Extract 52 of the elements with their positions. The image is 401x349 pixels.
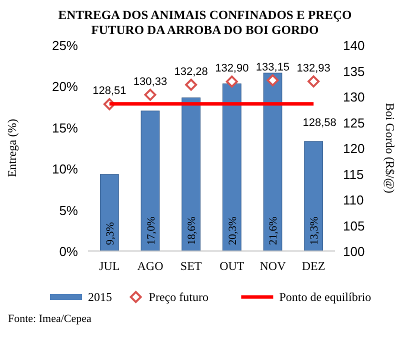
legend-label: Preço futuro bbox=[148, 290, 208, 304]
y-tick-label: 25% bbox=[52, 38, 78, 53]
y2-tick-label: 130 bbox=[343, 90, 365, 104]
data-label: 132,90 bbox=[215, 62, 249, 75]
x-tick-label: JUL bbox=[99, 259, 120, 273]
data-label: 132,28 bbox=[174, 66, 208, 78]
y2-tick-label: 115 bbox=[343, 166, 364, 182]
data-label: 132,93 bbox=[296, 62, 330, 74]
bar bbox=[182, 97, 201, 252]
legend-label: Ponto de equilíbrio bbox=[279, 290, 372, 304]
bar bbox=[222, 83, 242, 252]
data-label: 13,3% bbox=[308, 216, 321, 245]
x-tick-label: AGO bbox=[137, 259, 164, 273]
y-tick-label: 15% bbox=[52, 120, 78, 136]
x-tick-label: OUT bbox=[220, 259, 245, 273]
point bbox=[144, 88, 156, 101]
data-label: 9,3% bbox=[104, 222, 116, 245]
y-tick-label: 0% bbox=[59, 244, 78, 259]
y-tick-label: 5% bbox=[59, 202, 78, 218]
y2-tick-label: 105 bbox=[343, 218, 365, 234]
y2-tick-label: 120 bbox=[343, 141, 365, 156]
point bbox=[226, 76, 238, 88]
data-label: 128,51 bbox=[92, 85, 126, 98]
y2-axis-title: Boi Gordo (R$/@) bbox=[383, 102, 397, 194]
y2-tick-label: 140 bbox=[343, 38, 365, 53]
bar bbox=[304, 141, 323, 252]
data-label: 20,3% bbox=[226, 216, 239, 245]
y2-tick-label: 125 bbox=[343, 115, 365, 130]
data-label: 21,6% bbox=[268, 216, 280, 245]
chart-title: ENTREGA DOS ANIMAIS CONFINADOS E PREÇO FUTURO DA ARROBA DO BOI GORDO bbox=[58, 8, 352, 37]
point bbox=[308, 75, 320, 88]
point bbox=[266, 74, 279, 86]
y2-tick-label: 100 bbox=[343, 244, 365, 259]
legend-label: 2015 bbox=[88, 290, 112, 304]
y2-tick-label: 135 bbox=[343, 64, 365, 79]
x-tick-label: DEZ bbox=[302, 259, 326, 273]
bar bbox=[140, 110, 160, 252]
data-label: 128,58 bbox=[302, 116, 336, 129]
y2-tick-label: 110 bbox=[343, 192, 364, 208]
x-tick-label: NOV bbox=[260, 259, 286, 273]
y-tick-label: 20% bbox=[52, 79, 78, 94]
bar bbox=[100, 174, 119, 252]
data-label: 133,15 bbox=[256, 61, 290, 74]
y-tick-label: 10% bbox=[52, 162, 78, 177]
source-note: Fonte: Imea/Cepea bbox=[8, 313, 92, 325]
data-label: 18,6% bbox=[186, 216, 198, 245]
y-axis-title: Entrega (%) bbox=[5, 118, 19, 178]
data-label: 130,33 bbox=[133, 76, 168, 88]
x-tick-label: SET bbox=[180, 259, 202, 273]
data-label: 17,0% bbox=[145, 216, 158, 245]
point bbox=[185, 78, 198, 91]
bar bbox=[263, 72, 282, 252]
